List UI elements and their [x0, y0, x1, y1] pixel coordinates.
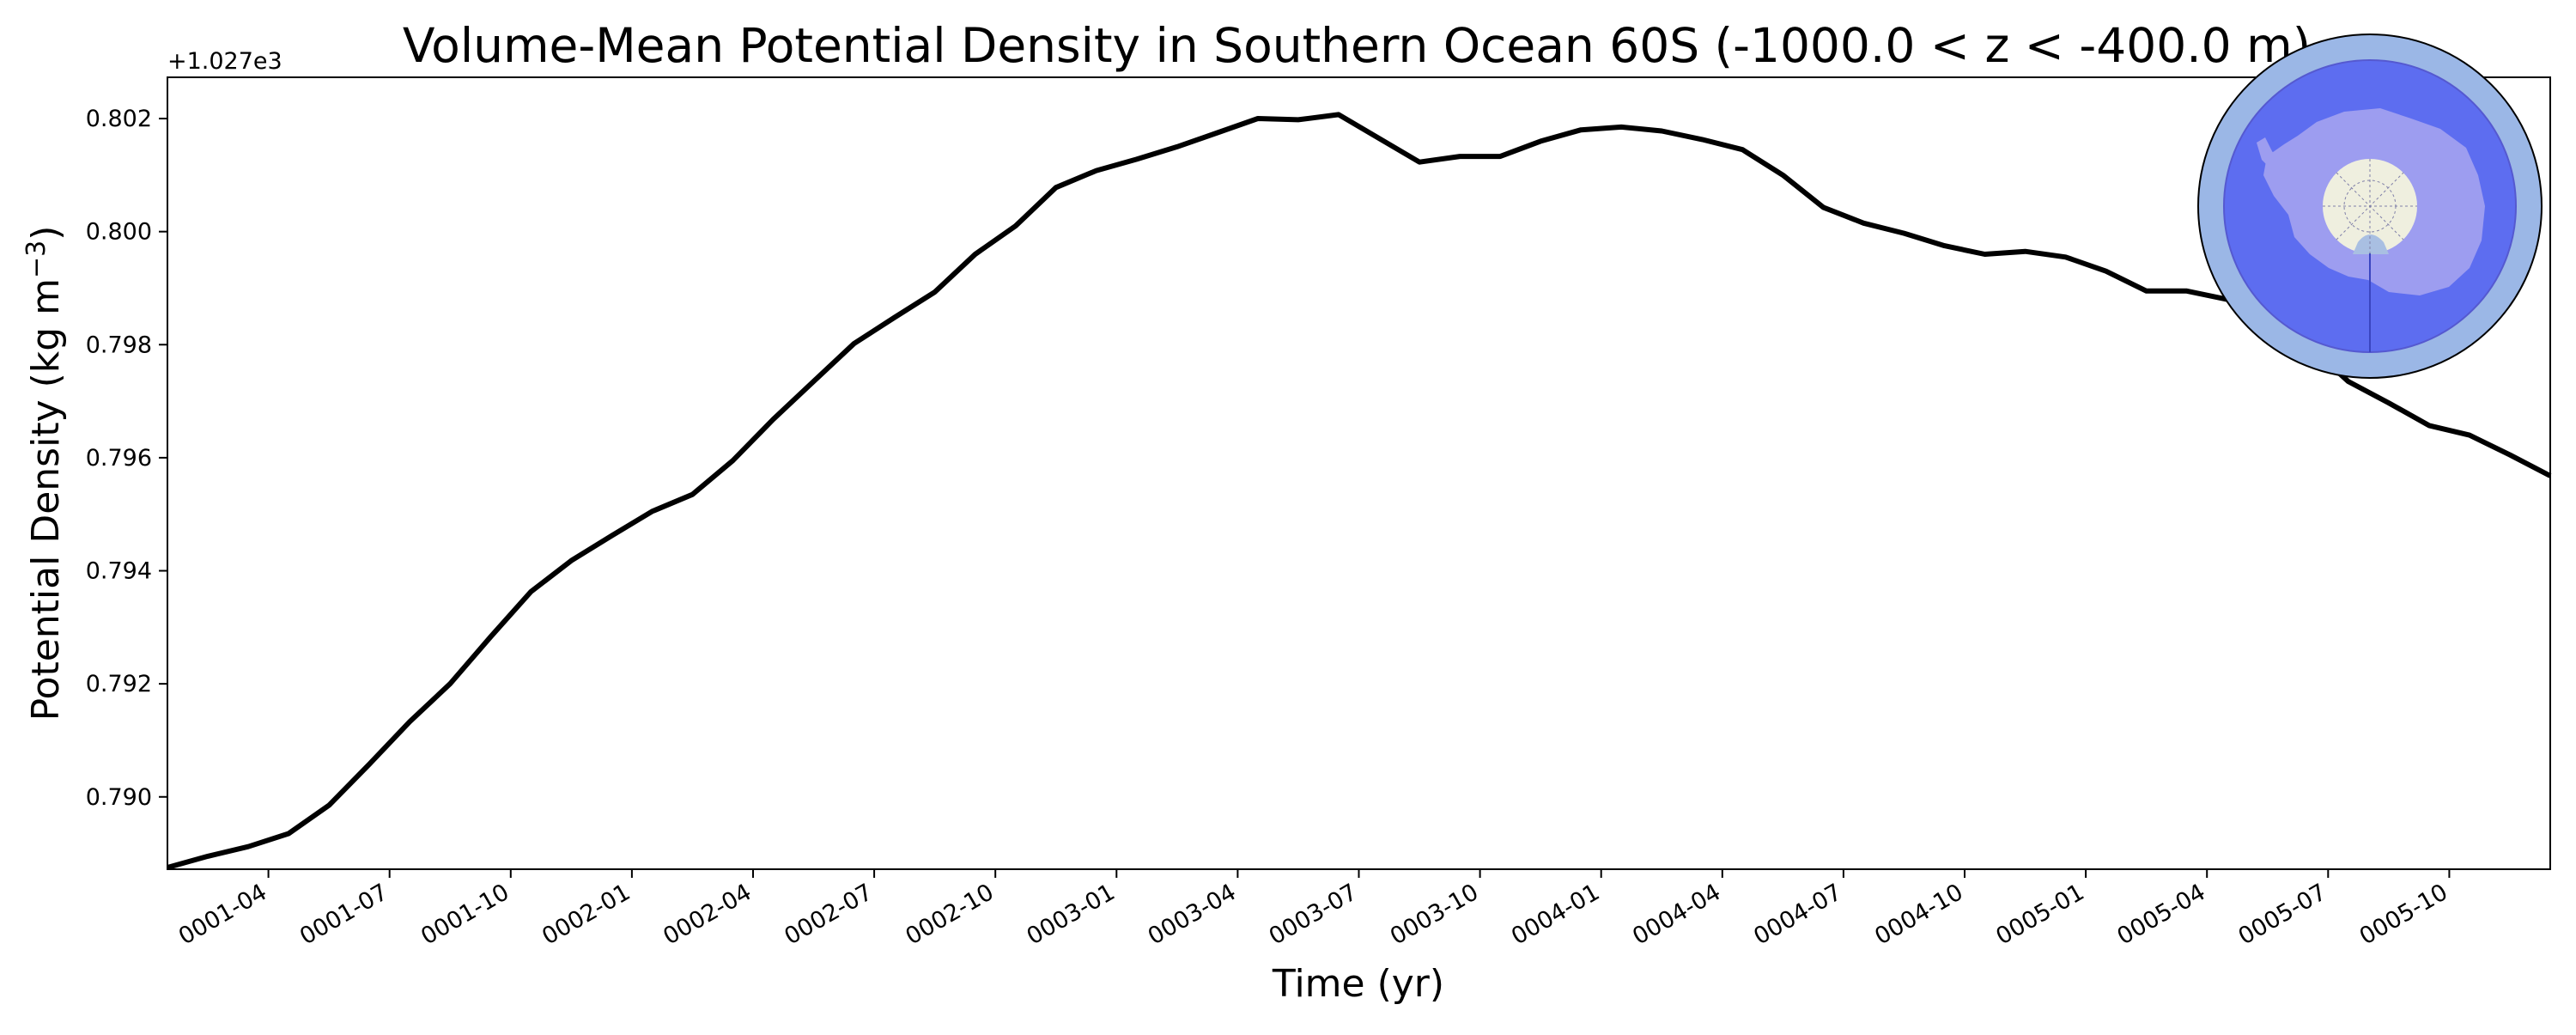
antarctic-peninsula [2257, 137, 2281, 172]
x-tick-label: 0004-10 [1870, 879, 1967, 950]
y-tick-label: 0.798 [86, 332, 152, 358]
plot-area: 0.790 0.792 0.794 0.796 0.798 0.800 0.802 0001… [86, 76, 2552, 950]
axes-frame [167, 76, 2551, 870]
y-axis-ticks: 0.790 0.792 0.794 0.796 0.798 0.800 0.802 [86, 106, 167, 811]
y-tick-label: 0.792 [86, 671, 152, 697]
x-tick-label: 0003-10 [1386, 879, 1483, 950]
x-tick-label: 0001-10 [416, 879, 513, 950]
y-axis-label: Potential Density (kg m−3) [21, 226, 68, 721]
y-tick-label: 0.790 [86, 784, 152, 811]
x-tick-label: 0004-07 [1749, 879, 1846, 950]
series-line [167, 112, 2552, 870]
y-axis-label-main: Potential Density (kg m [24, 278, 68, 721]
x-tick-label: 0003-01 [1023, 879, 1120, 950]
x-tick-label: 0004-04 [1628, 879, 1725, 950]
chart-title: Volume-Mean Potential Density in Souther… [403, 18, 2311, 73]
x-tick-label: 0001-07 [295, 879, 392, 950]
x-tick-label: 0005-10 [2355, 879, 2452, 950]
map-graticule [2323, 159, 2417, 253]
y-axis-label-exponent: −3 [21, 240, 52, 278]
x-tick-label: 0004-01 [1507, 879, 1604, 950]
series-group [167, 112, 2552, 870]
x-tick-label: 0001-04 [174, 879, 271, 950]
x-tick-label: 0002-07 [780, 879, 877, 950]
x-tick-label: 0002-01 [538, 879, 635, 950]
graticule-line [2336, 172, 2404, 240]
y-tick-label: 0.800 [86, 219, 152, 246]
y-tick-label: 0.796 [86, 445, 152, 472]
y-axis-offset-label: +1.027e3 [167, 48, 283, 75]
x-tick-label: 0003-07 [1265, 879, 1362, 950]
x-tick-label: 0002-04 [659, 879, 756, 950]
x-axis-ticks: 0001-04 0001-07 0001-10 0002-01 0002-04 0002-… [174, 869, 2452, 950]
antarctica-inset-map [2197, 33, 2543, 379]
x-tick-label: 0005-04 [2113, 879, 2210, 950]
x-tick-label: 0002-10 [901, 879, 998, 950]
y-tick-label: 0.794 [86, 558, 152, 585]
ice-shelf-patch [2353, 234, 2389, 254]
y-tick-label: 0.802 [86, 106, 152, 132]
x-tick-label: 0005-01 [1991, 879, 2088, 950]
x-tick-label: 0003-04 [1144, 879, 1241, 950]
y-axis-label-close: ) [24, 226, 68, 240]
x-axis-label: Time (yr) [1272, 962, 1444, 1006]
x-tick-label: 0005-07 [2234, 879, 2331, 950]
